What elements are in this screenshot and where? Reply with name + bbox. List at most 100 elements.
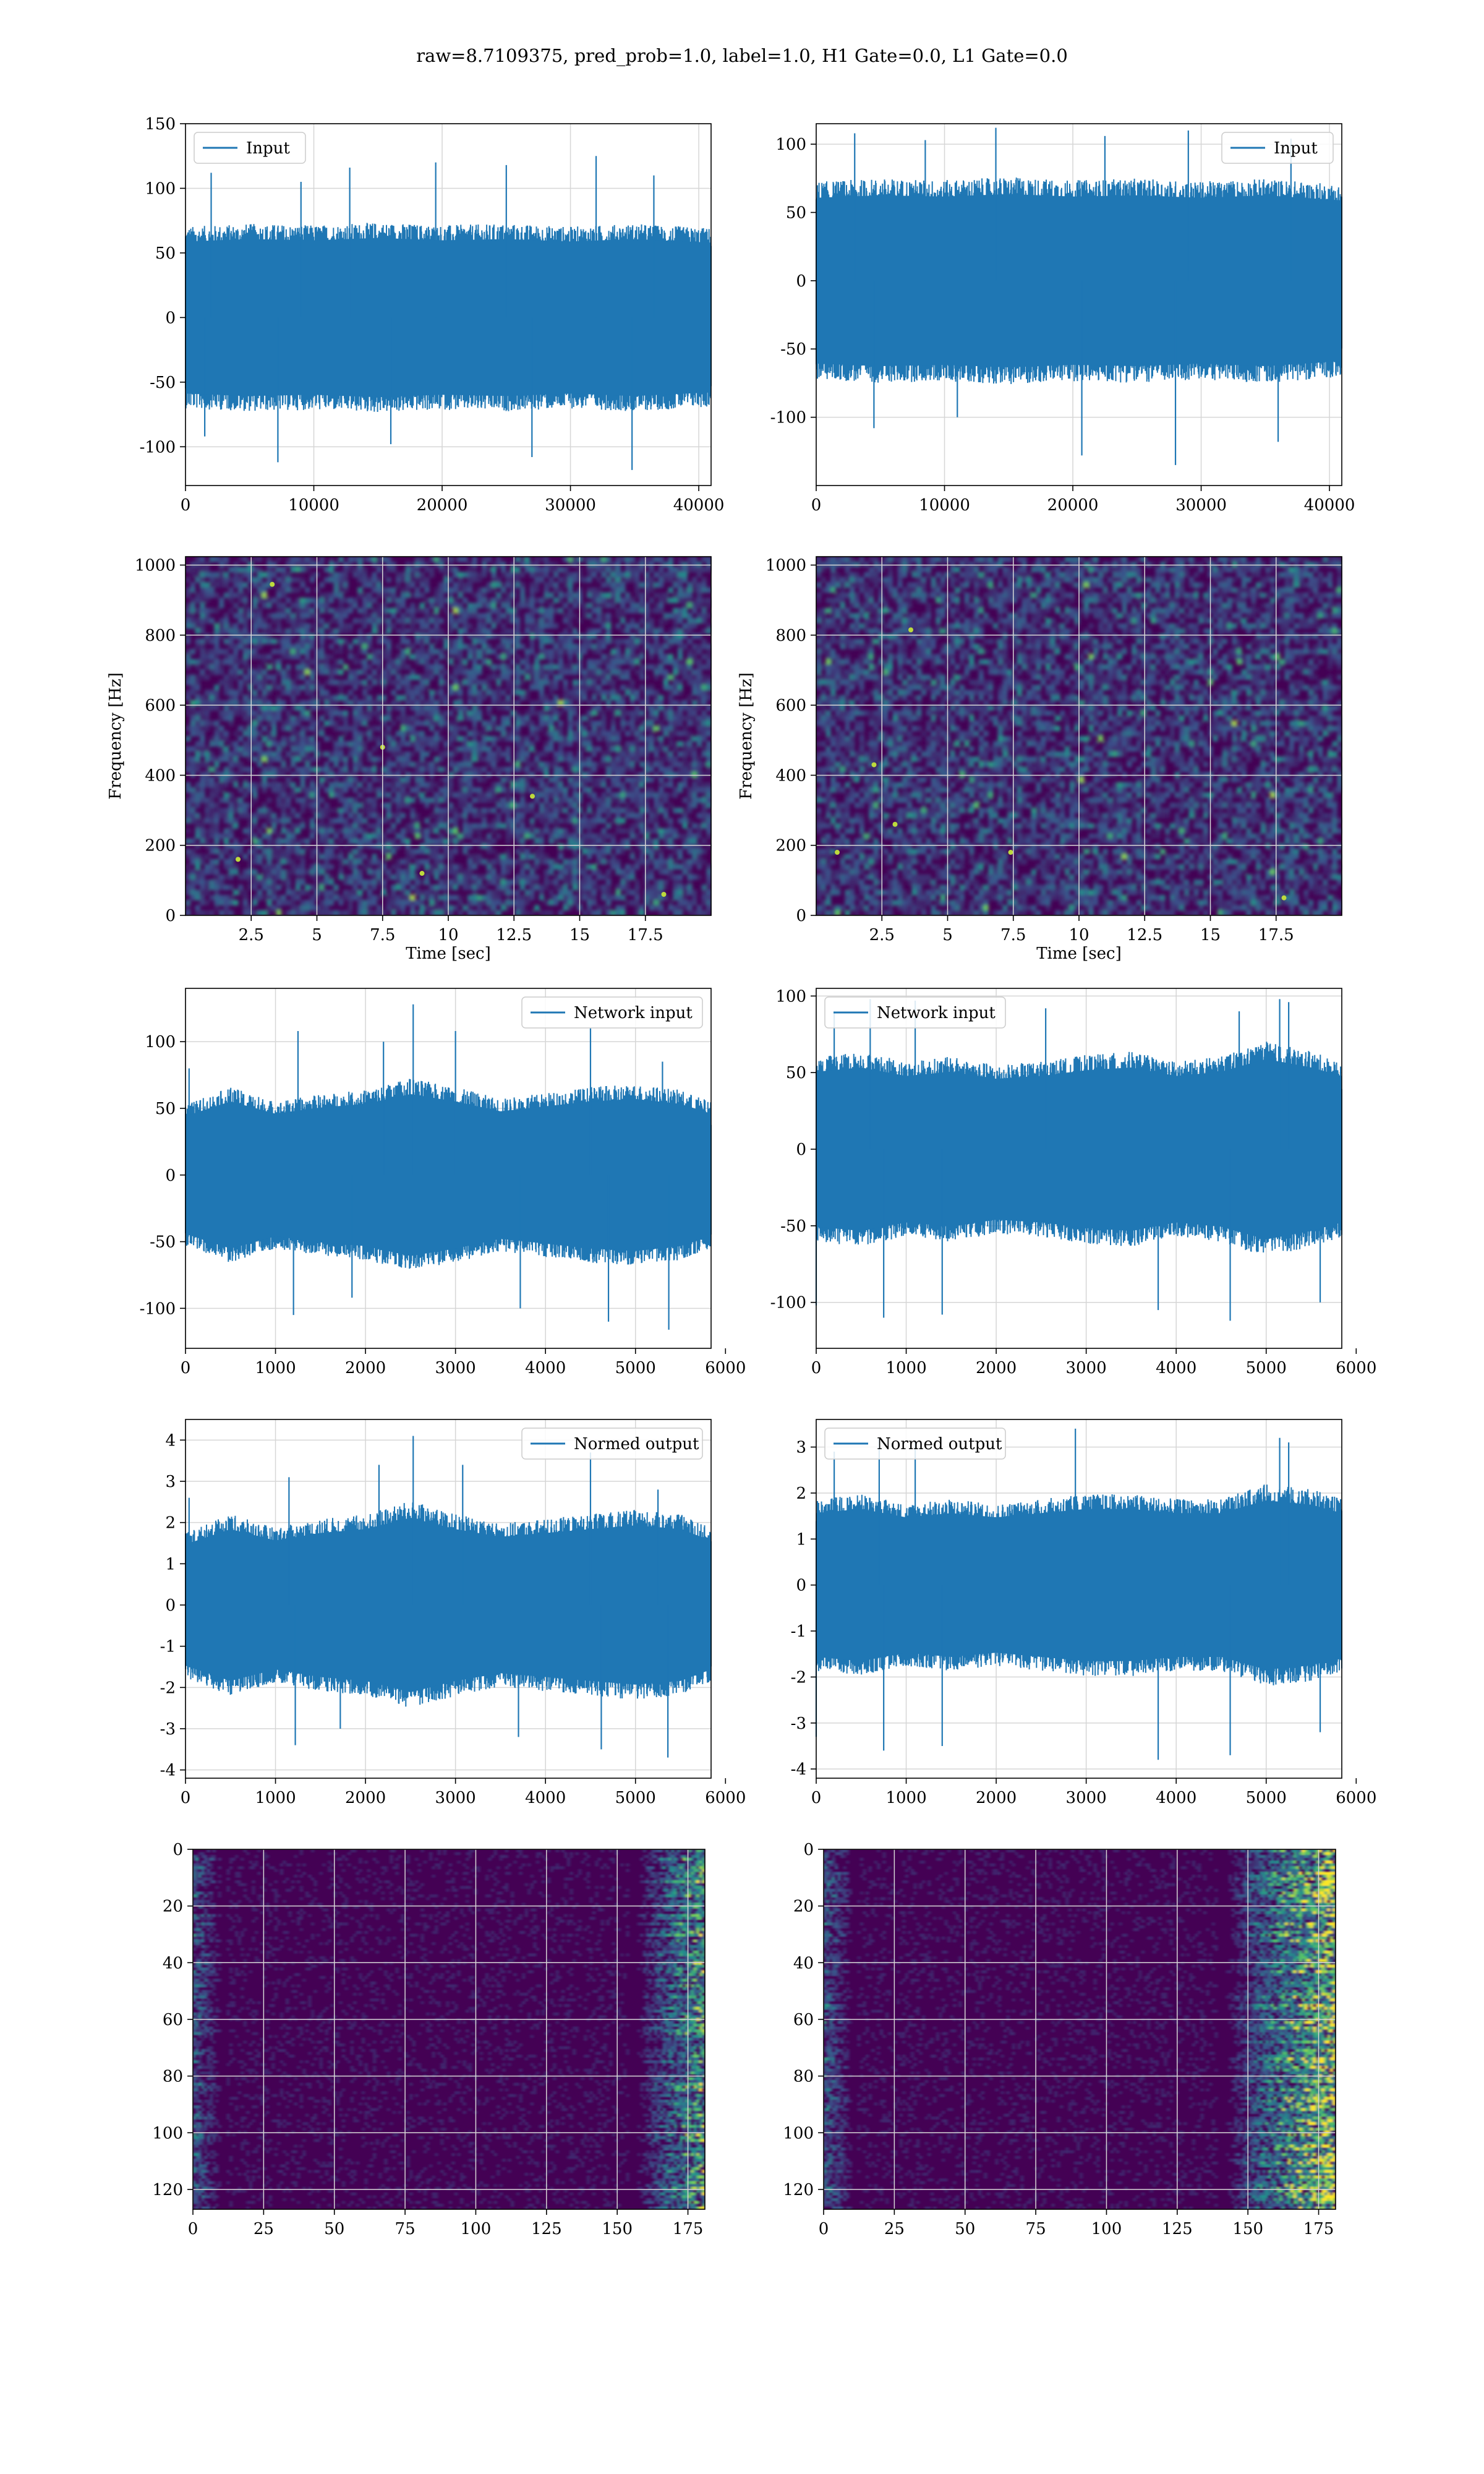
network-input-l1-xtick-label: 6000 (1336, 1359, 1376, 1377)
input-h1-ytick-label: 50 (155, 244, 176, 263)
normed-output-h1-ytick-label: -2 (160, 1679, 176, 1697)
input-h1-ytick-label: 0 (165, 309, 176, 327)
network-input-h1-ytick-label: 50 (155, 1100, 176, 1118)
network-input-h1-series-core (186, 1094, 711, 1256)
spectrogram-l1-ytick-label: 600 (775, 696, 806, 715)
normed-output-l1-xtick-label: 2000 (976, 1789, 1017, 1807)
normed-output-h1-ytick-label: 3 (165, 1473, 176, 1491)
network-input-l1-xtick-label: 5000 (1246, 1359, 1287, 1377)
spectrogram-l1-bright-spot (1282, 896, 1287, 901)
input-l1-ytick-label: 0 (796, 272, 806, 291)
network-input-l1-ytick-label: -100 (770, 1294, 806, 1312)
spectrogram-h1-ytick-label: 400 (145, 766, 176, 785)
feature-map-l1-xtick-label: 175 (1303, 2220, 1334, 2238)
normed-output-h1-xtick-label: 3000 (435, 1789, 476, 1807)
network-input-l1-xtick-label: 2000 (976, 1359, 1017, 1377)
normed-output-h1-xtick-label: 0 (181, 1789, 191, 1807)
network-input-l1-xtick-label: 1000 (885, 1359, 926, 1377)
input-l1-xtick-label: 30000 (1175, 496, 1227, 515)
feature-map-l1-xtick-label: 75 (1026, 2220, 1046, 2238)
feature-map-h1-ytick-label: 100 (152, 2124, 183, 2142)
spectrogram-h1-xtick-label: 15 (569, 926, 590, 944)
normed-output-l1-legend: Normed output (825, 1428, 1005, 1459)
feature-map-h1-xtick-label: 175 (673, 2220, 704, 2238)
feature-map-l1-xtick-label: 0 (819, 2220, 829, 2238)
spectrogram-l1-bright-spot (908, 627, 913, 632)
normed-output-h1-ytick-label: -1 (160, 1638, 176, 1656)
feature-map-l1-xtick-label: 25 (884, 2220, 905, 2238)
spectrogram-l1-bright-spot (1009, 850, 1013, 855)
network-input-h1-ytick-label: 100 (145, 1033, 176, 1051)
spectrogram-h1-xtick-label: 2.5 (239, 926, 264, 944)
input-l1-ytick-label: -100 (770, 409, 806, 427)
spectrogram-h1-xtick-label: 17.5 (628, 926, 663, 944)
feature-map-l1-ytick-label: 0 (803, 1841, 814, 1859)
spectrogram-h1-bright-spot (420, 871, 425, 876)
input-h1-ytick-label: -100 (140, 438, 176, 456)
input-l1-ytick-label: 100 (775, 135, 806, 154)
input-l1-ytick-label: -50 (780, 340, 806, 359)
feature-map-h1-ytick-label: 0 (173, 1841, 183, 1859)
network-input-h1-legend: Network input (522, 997, 702, 1028)
spectrogram-h1-ylabel: Frequency [Hz] (106, 672, 125, 800)
input-h1-legend-label: Input (246, 139, 290, 158)
input-l1-xtick-label: 0 (811, 496, 822, 515)
network-input-h1-xtick-label: 6000 (705, 1359, 746, 1377)
normed-output-h1-series-core (186, 1518, 711, 1692)
normed-output-l1-xtick-label: 5000 (1246, 1789, 1287, 1807)
network-input-l1-legend: Network input (825, 997, 1005, 1028)
input-h1-ytick-label: 100 (145, 179, 176, 198)
network-input-h1-ytick-label: -100 (140, 1299, 176, 1318)
network-input-l1-series-core (816, 1059, 1342, 1239)
input-l1-legend-label: Input (1274, 139, 1318, 158)
spectrogram-h1-xtick-label: 5 (312, 926, 322, 944)
spectrogram-l1-xtick-label: 10 (1068, 926, 1089, 944)
normed-output-h1-ytick-label: 4 (165, 1431, 176, 1450)
spectrogram-l1-xtick-label: 12.5 (1127, 926, 1162, 944)
figure-suptitle: raw=8.7109375, pred_prob=1.0, label=1.0,… (416, 45, 1068, 67)
spectrogram-h1-bright-spot (236, 857, 241, 862)
spectrogram-h1-xtick-label: 10 (438, 926, 458, 944)
normed-output-l1-ytick-label: 0 (796, 1577, 806, 1595)
feature-map-h1-background (193, 1849, 705, 2209)
input-h1-ytick-label: 150 (145, 115, 176, 134)
feature-map-l1-xtick-label: 100 (1091, 2220, 1122, 2238)
normed-output-h1-xtick-label: 1000 (255, 1789, 296, 1807)
spectrogram-h1-bright-spot (530, 794, 535, 798)
network-input-l1-legend-label: Network input (877, 1004, 996, 1022)
feature-map-l1-xtick-label: 150 (1232, 2220, 1263, 2238)
normed-output-l1-legend-label: Normed output (877, 1435, 1002, 1453)
feature-map-h1-ytick-label: 80 (163, 2068, 183, 2086)
spectrogram-l1-xtick-label: 2.5 (869, 926, 895, 944)
spectrogram-l1-xtick-label: 17.5 (1258, 926, 1294, 944)
spectrogram-h1-ytick-label: 200 (145, 837, 176, 855)
feature-map-l1-xtick-label: 125 (1162, 2220, 1193, 2238)
input-l1-legend: Input (1222, 132, 1333, 163)
input-l1-xtick-label: 20000 (1047, 496, 1099, 515)
network-input-h1-xtick-label: 3000 (435, 1359, 476, 1377)
normed-output-h1-xtick-label: 6000 (705, 1789, 746, 1807)
normed-output-h1-ytick-label: 1 (165, 1555, 176, 1573)
network-input-l1-ytick-label: -50 (780, 1217, 806, 1236)
spectrogram-l1-bright-spot (893, 822, 898, 827)
network-input-h1-ytick-label: 0 (165, 1166, 176, 1185)
network-input-h1-legend-label: Network input (574, 1004, 693, 1022)
feature-map-h1-xtick-label: 25 (254, 2220, 274, 2238)
input-l1-ytick-label: 50 (786, 203, 806, 222)
network-input-l1-ytick-label: 100 (775, 987, 806, 1006)
feature-map-l1-ytick-label: 100 (783, 2124, 814, 2142)
feature-map-h1-xtick-label: 50 (324, 2220, 344, 2238)
network-input-l1-ytick-label: 0 (796, 1141, 806, 1159)
network-input-l1-xtick-label: 3000 (1066, 1359, 1107, 1377)
spectrogram-l1-ytick-label: 400 (775, 766, 806, 785)
spectrogram-l1-xtick-label: 5 (942, 926, 953, 944)
network-input-h1-ytick-label: -50 (150, 1233, 176, 1252)
input-l1-xtick-label: 10000 (919, 496, 970, 515)
normed-output-l1-ytick-label: 2 (796, 1484, 806, 1503)
normed-output-l1-ytick-label: -2 (791, 1668, 806, 1687)
normed-output-h1-xtick-label: 2000 (345, 1789, 386, 1807)
